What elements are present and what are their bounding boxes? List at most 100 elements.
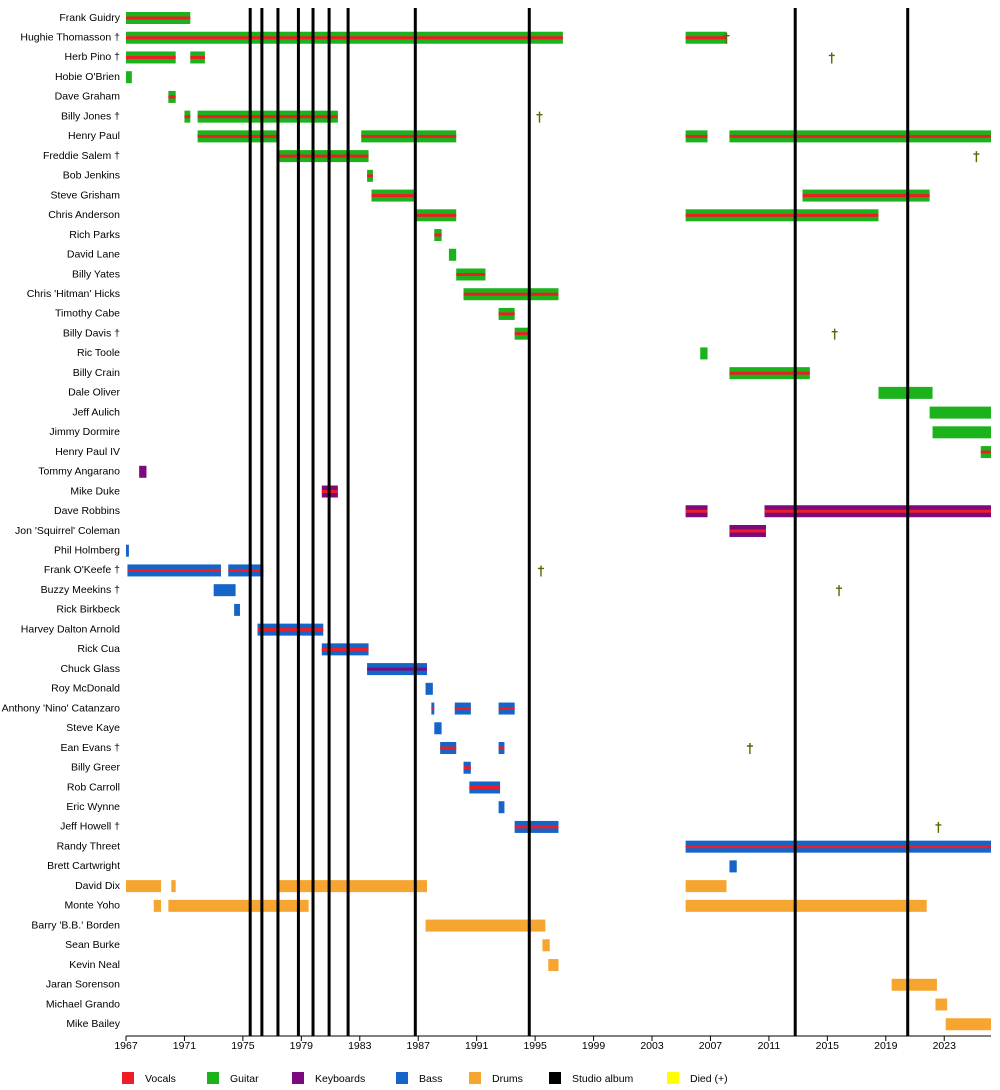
member-label: Harvey Dalton Arnold <box>21 623 120 635</box>
tenure-stripe <box>463 292 559 296</box>
tenure-stripe <box>440 746 457 750</box>
death-marker <box>836 585 843 597</box>
member-label: Henry Paul IV <box>55 446 120 458</box>
member-label: Bob Jenkins <box>63 170 120 182</box>
member-label: Dave Graham <box>55 91 121 103</box>
x-tick-label: 1991 <box>465 1040 489 1052</box>
death-marker <box>828 52 835 64</box>
death-marker <box>723 32 730 44</box>
member-label: Chris Anderson <box>48 209 120 221</box>
tenure-stripe <box>454 707 471 711</box>
tenure-bar <box>548 959 559 972</box>
legend-swatch <box>122 1072 134 1084</box>
tenure-stripe <box>729 371 810 375</box>
member-label: David Lane <box>67 249 120 261</box>
death-marker <box>536 111 543 123</box>
x-tick-label: 1999 <box>582 1040 606 1052</box>
member-label: Dale Oliver <box>68 387 120 399</box>
tenure-stripe <box>197 134 280 138</box>
tenure-bar <box>542 939 550 952</box>
member-label: Buzzy Meekins † <box>41 584 121 596</box>
member-label: Rich Parks <box>69 229 120 241</box>
tenure-bar <box>277 880 427 893</box>
tenure-stripe <box>279 154 369 158</box>
tenure-stripe <box>367 174 373 178</box>
member-label: Mike Duke <box>70 485 120 497</box>
death-marker <box>746 743 753 755</box>
tenure-bar <box>139 465 147 478</box>
tenure-bar <box>425 919 546 932</box>
x-tick-label: 1967 <box>114 1040 138 1052</box>
legend-label: Bass <box>419 1073 442 1085</box>
x-tick-label: 1987 <box>407 1040 431 1052</box>
tenure-stripe <box>197 115 338 119</box>
tenure-bar <box>171 880 176 893</box>
member-label: Chuck Glass <box>60 663 120 675</box>
tenure-stripe <box>685 213 879 217</box>
x-tick-label: 2019 <box>874 1040 898 1052</box>
tenure-bar <box>945 1018 991 1031</box>
tenure-stripe <box>764 509 991 513</box>
legend-label: Died (+) <box>690 1073 728 1085</box>
legend-label: Drums <box>492 1073 523 1085</box>
death-marker <box>831 328 838 340</box>
member-label: Steve Kaye <box>66 722 120 734</box>
legend-swatch <box>549 1072 561 1084</box>
tenure-stripe <box>498 312 515 316</box>
tenure-stripe <box>685 36 727 40</box>
tenure-bar <box>448 248 457 261</box>
member-label: Monte Yoho <box>65 900 121 912</box>
x-tick-label: 1995 <box>523 1040 547 1052</box>
member-label: Rick Cua <box>77 643 120 655</box>
tenure-stripe <box>514 825 559 829</box>
member-label: Frank Guidry <box>59 12 120 24</box>
death-marker <box>537 565 544 577</box>
tenure-bar <box>434 722 442 735</box>
tenure-stripe <box>980 450 991 454</box>
member-label: Billy Jones † <box>61 110 120 122</box>
member-label: Brett Cartwright <box>47 860 120 872</box>
tenure-bar <box>929 406 991 419</box>
tenure-stripe <box>415 213 457 217</box>
tenure-stripe <box>729 134 991 138</box>
tenure-bar <box>891 978 937 991</box>
tenure-stripe <box>126 16 191 20</box>
member-label: Roy McDonald <box>51 683 120 695</box>
tenure-bar <box>878 386 933 399</box>
member-label: Michael Grando <box>46 998 120 1010</box>
tenure-stripe <box>127 568 221 572</box>
x-tick-label: 1983 <box>348 1040 372 1052</box>
tenure-stripe <box>367 667 427 671</box>
member-label: David Dix <box>75 880 121 892</box>
tenure-bar <box>935 998 948 1011</box>
x-tick-label: 2011 <box>758 1040 781 1052</box>
member-label: Jimmy Dormire <box>49 426 120 438</box>
member-label: Steve Grisham <box>51 189 121 201</box>
member-label: Tommy Angarano <box>38 466 120 478</box>
tenure-stripe <box>685 845 991 849</box>
member-label: Billy Greer <box>71 762 121 774</box>
tenure-stripe <box>456 272 486 276</box>
tenure-bar <box>126 71 132 84</box>
member-label: Sean Burke <box>65 939 120 951</box>
legend-swatch <box>292 1072 304 1084</box>
tenure-stripe <box>371 194 416 198</box>
tenure-stripe <box>729 529 766 533</box>
member-label: Jeff Howell † <box>60 821 120 833</box>
legend-swatch <box>396 1072 408 1084</box>
tenure-stripe <box>228 568 264 572</box>
death-marker <box>935 821 942 833</box>
x-tick-label: 1979 <box>290 1040 314 1052</box>
x-tick-label: 2003 <box>640 1040 664 1052</box>
tenure-stripe <box>257 628 324 632</box>
legend-swatch <box>469 1072 481 1084</box>
tenure-bar <box>685 880 727 893</box>
member-label: Freddie Salem † <box>43 150 120 162</box>
member-label: Frank O'Keefe † <box>44 564 120 576</box>
member-label: Henry Paul <box>68 130 120 142</box>
member-label: Jeff Aulich <box>72 406 120 418</box>
member-label: Chris 'Hitman' Hicks <box>27 288 120 300</box>
member-label: Barry 'B.B.' Borden <box>31 919 120 931</box>
member-label: Randy Threet <box>57 840 121 852</box>
